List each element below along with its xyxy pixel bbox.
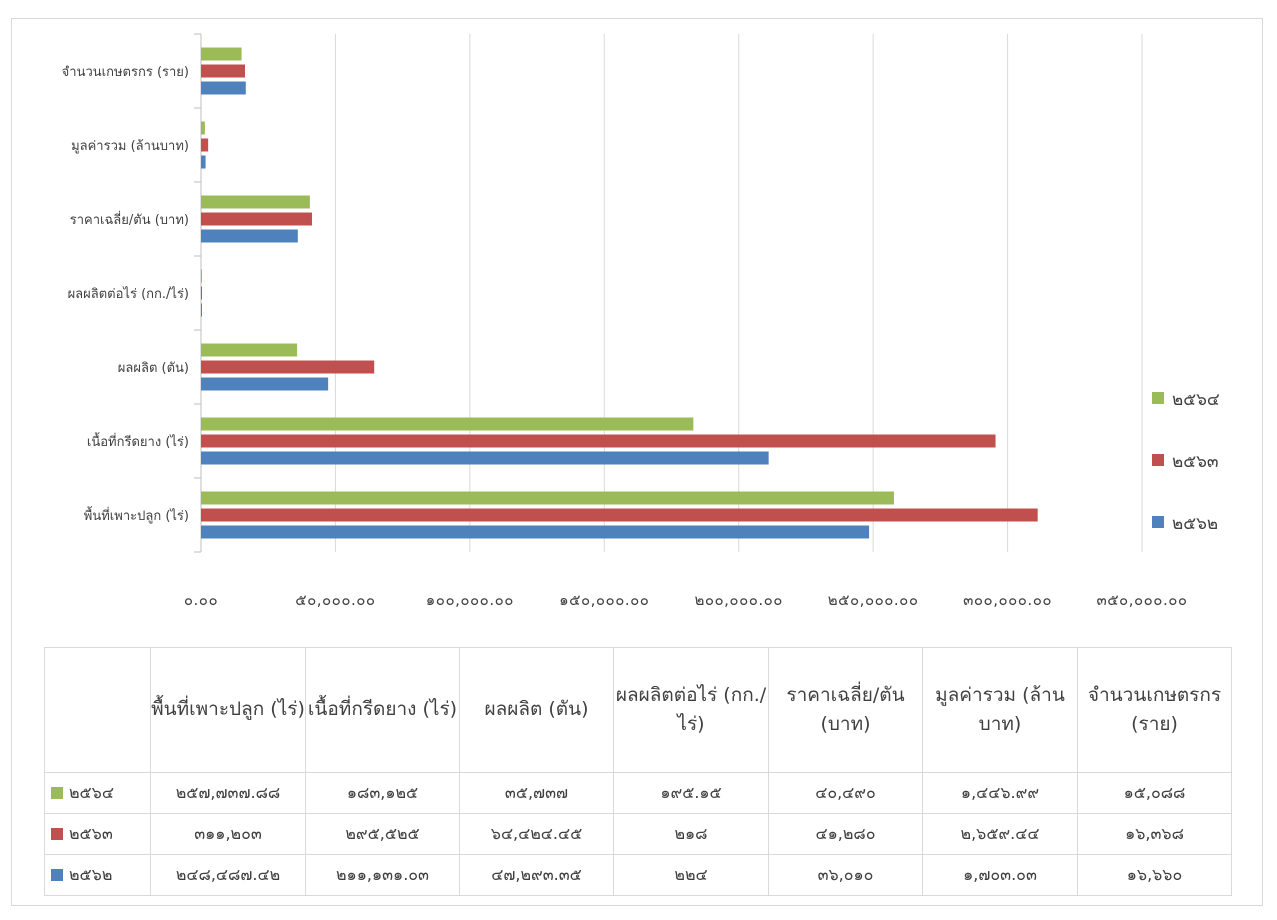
table-row-header: ๒๕๖๔ bbox=[44, 772, 151, 814]
x-tick-label: ๓๕๐,๐๐๐.๐๐ bbox=[1096, 591, 1187, 609]
table-cell: ๒๔๘,๔๘๗.๔๒ bbox=[150, 854, 306, 896]
table-cell: ๔๑,๒๘๐ bbox=[768, 813, 923, 855]
table-cell: ๒๑๑,๑๓๑.๐๓ bbox=[305, 854, 460, 896]
table-row: ๒๕๖๔ ๒๕๗,๗๓๗.๘๘ ๑๘๓,๑๒๕ ๓๕,๗๓๗ ๑๙๕.๑๕ ๔๐,๔๙๐๑… bbox=[44, 772, 1232, 814]
table-cell: ๑๖,๓๖๘ bbox=[1077, 813, 1232, 855]
bar bbox=[201, 47, 242, 61]
table-cell: ๑,๔๔๖.๙๙ bbox=[922, 772, 1078, 814]
table-cell: ๑๕,๐๘๘ bbox=[1077, 772, 1232, 814]
category-label: เนื้อที่กรีดยาง (ไร่) bbox=[87, 432, 189, 450]
bar bbox=[201, 343, 298, 357]
legend-label: ๒๕๖๓ bbox=[1172, 452, 1218, 472]
bar bbox=[201, 303, 202, 317]
table-header-row: พื้นที่เพาะปลูก (ไร่) เนื้อที่กรีดยาง (ไ… bbox=[44, 647, 1232, 773]
bar bbox=[201, 155, 206, 169]
table-corner bbox=[44, 647, 151, 773]
bar-chart: พื้นที่เพาะปลูก (ไร่) เนื้อที่กรีดยาง (ไร… bbox=[62, 33, 1220, 609]
table-header: ราคาเฉลี่ย/ตัน (บาท) bbox=[768, 647, 923, 773]
x-tick-label: ๒๕๐,๐๐๐.๐๐ bbox=[828, 591, 919, 609]
bar bbox=[201, 121, 205, 135]
table-row-header: ๒๕๖๓ bbox=[44, 813, 151, 855]
table-cell: ๔๐,๔๙๐ bbox=[768, 772, 923, 814]
table-header: เนื้อที่กรีดยาง (ไร่) bbox=[305, 647, 460, 773]
chart-area: พื้นที่เพาะปลูก (ไร่) เนื้อที่กรีดยาง (ไร… bbox=[11, 18, 1263, 906]
bar bbox=[201, 229, 298, 243]
bar bbox=[201, 525, 870, 539]
table-cell: ๖๔,๔๒๔.๔๕ bbox=[459, 813, 614, 855]
table-row: ๒๕๖๒ ๒๔๘,๔๘๗.๔๒ ๒๑๑,๑๓๑.๐๓ ๔๗,๒๙๓.๓๕ ๒๒๔ ๓๖,๐… bbox=[44, 854, 1232, 896]
bar bbox=[201, 360, 375, 374]
legend-label: ๒๕๖๔ bbox=[1172, 390, 1220, 410]
table-cell: ๒๒๔ bbox=[613, 854, 769, 896]
series-name: ๒๕๖๒ bbox=[69, 864, 113, 884]
bar bbox=[201, 138, 209, 152]
table-header: มูลค่ารวม (ล้านบาท) bbox=[922, 647, 1078, 773]
table-row-header: ๒๕๖๒ bbox=[44, 854, 151, 896]
category-labels: พื้นที่เพาะปลูก (ไร่) เนื้อที่กรีดยาง (ไร… bbox=[62, 65, 189, 524]
table-cell: ๒,๖๕๙.๔๔ bbox=[922, 813, 1078, 855]
x-tick-label: ๑๐๐,๐๐๐.๐๐ bbox=[426, 591, 514, 609]
grid-lines bbox=[194, 33, 1143, 553]
x-tick-label: ๑๕๐,๐๐๐.๐๐ bbox=[559, 591, 649, 609]
series-name: ๒๕๖๔ bbox=[69, 782, 114, 802]
legend-key bbox=[51, 868, 63, 881]
x-tick-label: ๐.๐๐ bbox=[184, 591, 218, 609]
bar bbox=[201, 451, 769, 465]
bar bbox=[201, 269, 202, 283]
x-tick-labels: ๐.๐๐ ๕๐,๐๐๐.๐๐ ๑๐๐,๐๐๐.๐๐ ๑๕๐,๐๐๐.๐๐ ๒๐๐,๐๐๐… bbox=[184, 591, 1187, 609]
legend-key bbox=[1152, 454, 1164, 466]
table-cell: ๔๗,๒๙๓.๓๕ bbox=[459, 854, 614, 896]
category-label: มูลค่ารวม (ล้านบาท) bbox=[71, 139, 189, 154]
table-cell: ๑๙๕.๑๕ bbox=[613, 772, 769, 814]
table-header: จำนวนเกษตรกร (ราย) bbox=[1077, 647, 1232, 773]
legend-key bbox=[1152, 516, 1164, 528]
table-cell: ๓๑๑,๒๐๓ bbox=[150, 813, 306, 855]
category-label: ผลผลิต (ตัน) bbox=[118, 361, 189, 376]
category-label: พื้นที่เพาะปลูก (ไร่) bbox=[84, 506, 189, 524]
table-header: ผลผลิตต่อไร่ (กก./ไร่) bbox=[613, 647, 769, 773]
legend-key bbox=[51, 827, 63, 840]
table-cell: ๒๙๕,๕๒๕ bbox=[305, 813, 460, 855]
x-tick-label: ๒๐๐,๐๐๐.๐๐ bbox=[694, 591, 783, 609]
bar bbox=[201, 491, 894, 505]
bar bbox=[201, 286, 202, 300]
legend-key bbox=[1152, 392, 1164, 404]
x-tick-label: ๕๐,๐๐๐.๐๐ bbox=[295, 591, 375, 609]
table-cell: ๑๘๓,๑๒๕ bbox=[305, 772, 460, 814]
table-cell: ๑,๗๐๓.๐๓ bbox=[922, 854, 1078, 896]
bar bbox=[201, 508, 1038, 522]
category-label: จำนวนเกษตรกร (ราย) bbox=[62, 65, 189, 80]
bar bbox=[201, 81, 246, 95]
category-label: ราคาเฉลี่ย/ตัน (บาท) bbox=[70, 211, 189, 228]
table-cell: ๓๖,๐๑๐ bbox=[768, 854, 923, 896]
bar bbox=[201, 417, 694, 431]
table-cell: ๑๖,๖๖๐ bbox=[1077, 854, 1232, 896]
table-cell: ๒๕๗,๗๓๗.๘๘ bbox=[150, 772, 306, 814]
table-cell: ๒๑๘ bbox=[613, 813, 769, 855]
bar bbox=[201, 377, 329, 391]
legend-key bbox=[51, 786, 63, 799]
table-header: ผลผลิต (ตัน) bbox=[459, 647, 614, 773]
table-header: พื้นที่เพาะปลูก (ไร่) bbox=[150, 647, 306, 773]
bar bbox=[201, 434, 996, 448]
bars bbox=[201, 47, 1038, 539]
table-row: ๒๕๖๓ ๓๑๑,๒๐๓ ๒๙๕,๕๒๕ ๖๔,๔๒๔.๔๕ ๒๑๘ ๔๑,๒๘๐ ๒,๖๕… bbox=[44, 813, 1232, 855]
bar bbox=[201, 64, 246, 78]
bar bbox=[201, 212, 312, 226]
series-name: ๒๕๖๓ bbox=[69, 823, 113, 843]
table-cell: ๓๕,๗๓๗ bbox=[459, 772, 614, 814]
bar bbox=[201, 195, 310, 209]
data-table: พื้นที่เพาะปลูก (ไร่) เนื้อที่กรีดยาง (ไ… bbox=[44, 647, 1232, 896]
x-tick-label: ๓๐๐,๐๐๐.๐๐ bbox=[963, 591, 1052, 609]
legend-label: ๒๕๖๒ bbox=[1172, 514, 1218, 534]
category-label: ผลผลิตต่อไร่ (กก./ไร่) bbox=[68, 286, 189, 302]
